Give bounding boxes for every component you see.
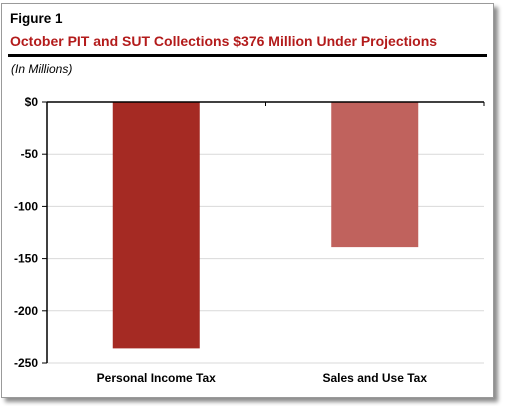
x-tick-labels: Personal Income Tax Sales and Use Tax [97, 371, 428, 385]
y-tick-label: -250 [14, 356, 38, 370]
x-tick-label: Personal Income Tax [97, 371, 216, 385]
figure-label: Figure 1 [10, 11, 63, 26]
bar-personal-income-tax [112, 102, 200, 349]
axes [42, 101, 485, 364]
bar-sales-and-use-tax [331, 102, 419, 248]
y-tick-label: -50 [21, 147, 39, 161]
gridlines [47, 153, 484, 364]
y-tick-label: -100 [14, 199, 38, 213]
x-tick-label: Sales and Use Tax [323, 371, 428, 385]
chart-title: October PIT and SUT Collections $376 Mil… [10, 33, 438, 49]
y-tick-labels: $0 -50 -100 -150 -200 -250 [14, 95, 38, 370]
title-rule [8, 54, 487, 57]
y-tick-label: $0 [25, 95, 39, 109]
y-tick-label: -200 [14, 304, 38, 318]
bars [112, 102, 419, 349]
units-note: (In Millions) [11, 62, 73, 76]
y-tick-label: -150 [14, 252, 38, 266]
